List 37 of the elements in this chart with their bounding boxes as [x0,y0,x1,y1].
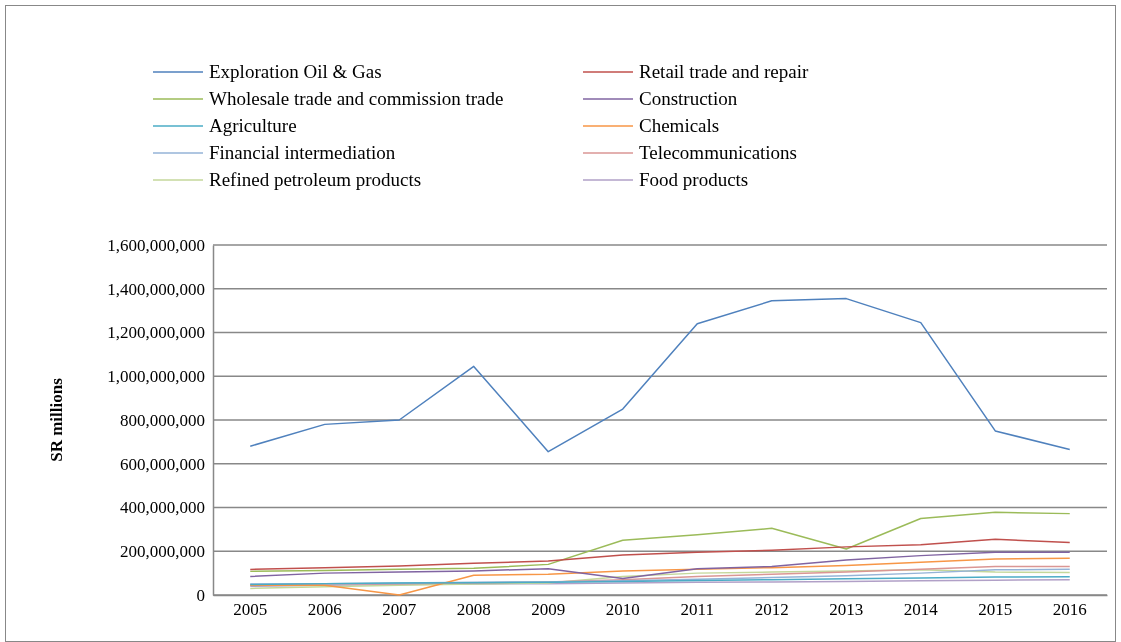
legend-label: Telecommunications [639,142,798,163]
x-tick-label: 2006 [307,600,342,620]
legend-label: Financial intermediation [209,142,396,163]
line-series [249,511,1071,573]
line-series [249,557,1071,596]
legend-label: Food products [639,169,749,190]
y-tick-label: 1,200,000,000 [107,323,205,343]
x-tick-label: 2007 [382,600,417,620]
x-tick-label: 2013 [829,600,864,620]
y-tick-label: 600,000,000 [120,454,205,474]
line-series [249,551,1071,580]
legend-label: Construction [639,88,738,109]
y-tick-label: 0 [196,585,205,605]
legend-label: Refined petroleum products [209,169,422,190]
x-tick-label: 2011 [680,600,714,620]
x-tick-label: 2012 [754,600,789,620]
y-axis-title: SR millions [47,377,66,462]
y-tick-label: 800,000,000 [120,410,205,430]
legend-label: Retail trade and repair [639,61,809,82]
legend-label: Chemicals [639,115,720,136]
x-tick-label: 2016 [1052,600,1087,620]
x-tick-label: 2005 [233,600,268,620]
x-tick-label: 2014 [903,600,939,620]
line-series [249,538,1071,571]
y-tick-label: 200,000,000 [120,542,205,562]
y-tick-label: 1,400,000,000 [107,279,205,299]
legend-label: Wholesale trade and commission trade [209,88,504,109]
y-tick-label: 1,000,000,000 [107,367,205,387]
legend-label: Agriculture [209,115,297,136]
legend-label: Exploration Oil & Gas [209,61,382,82]
x-tick-label: 2008 [456,600,491,620]
x-tick-label: 2009 [531,600,566,620]
y-tick-label: 1,600,000,000 [107,235,205,255]
line-series [249,297,1071,453]
y-tick-label: 400,000,000 [120,498,205,518]
x-tick-label: 2010 [605,600,640,620]
x-tick-label: 2015 [978,600,1013,620]
